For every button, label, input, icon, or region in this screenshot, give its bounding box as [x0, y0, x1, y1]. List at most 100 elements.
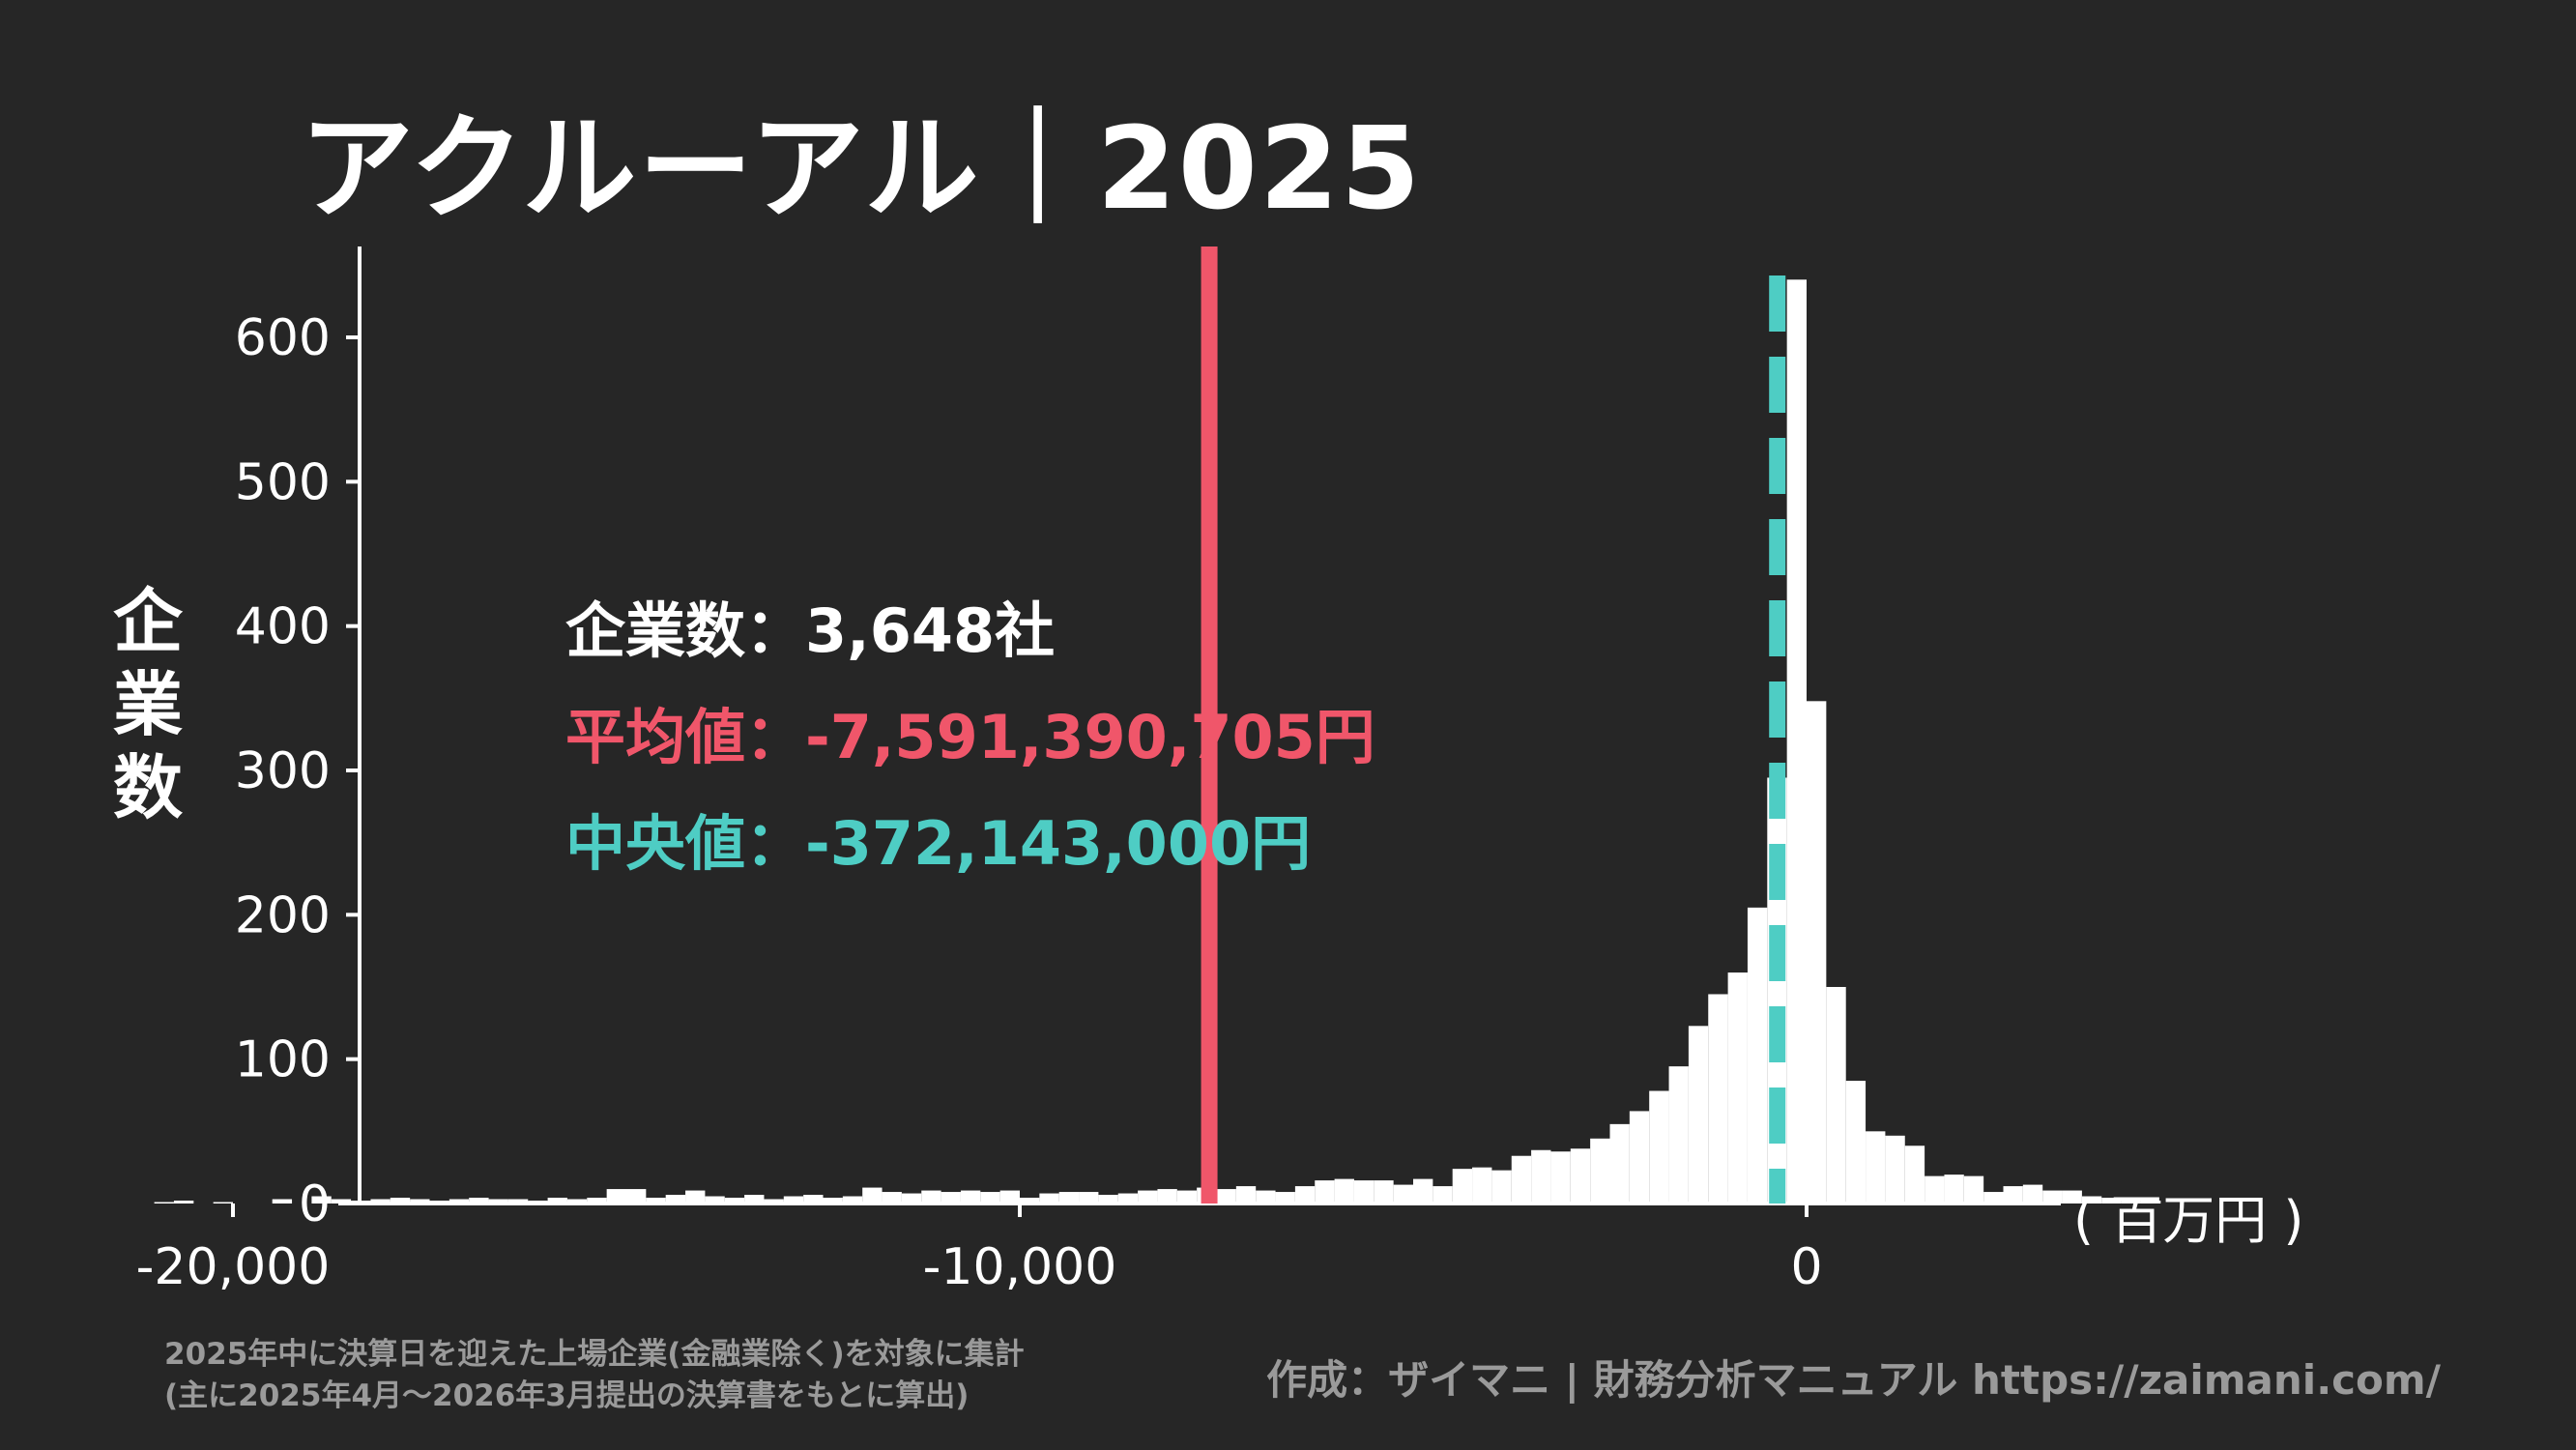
- histogram-bar: [547, 1198, 567, 1204]
- chart-title: アクルーアル｜2025: [300, 102, 1423, 235]
- histogram-bar: [1294, 1186, 1316, 1204]
- histogram-bar: [566, 1199, 588, 1204]
- histogram-bar: [2042, 1190, 2063, 1204]
- histogram-bar: [999, 1190, 1020, 1204]
- histogram-bar: [1963, 1175, 1984, 1204]
- footnote-line: 2025年中に決算日を迎えた上場企業(金融業除く)を対象に集計: [164, 1337, 1025, 1372]
- histogram-bar: [311, 1196, 332, 1204]
- y-axis-label: 企 業 数: [104, 580, 191, 829]
- histogram-bar: [1629, 1111, 1650, 1204]
- histogram-bar: [1826, 987, 1846, 1204]
- histogram-bar: [1275, 1192, 1295, 1204]
- histogram-bar: [960, 1190, 981, 1204]
- histogram-bar: [1020, 1198, 1040, 1204]
- histogram-bar: [1433, 1186, 1453, 1204]
- histogram-bar: [1472, 1167, 1492, 1204]
- histogram-bar: [1079, 1192, 1099, 1204]
- histogram-bar: [1315, 1180, 1335, 1204]
- histogram-bar: [842, 1196, 863, 1204]
- histogram-bar: [1688, 1026, 1709, 1204]
- histogram-bar: [744, 1195, 765, 1204]
- histogram-bar: [941, 1192, 961, 1204]
- histogram-bar: [1866, 1131, 1886, 1204]
- histogram-bar: [1570, 1148, 1591, 1204]
- histogram-bar: [724, 1198, 745, 1204]
- histogram-bar: [173, 1201, 194, 1204]
- histogram-bar: [2062, 1190, 2082, 1204]
- tick-labels: 0100200300400500600-30,000-20,000-10,000…: [136, 309, 1823, 1296]
- histogram-bar: [1904, 1146, 1925, 1204]
- histogram-bar: [1256, 1190, 1276, 1204]
- x-tick-label: -20,000: [136, 1238, 331, 1296]
- y-axis-label-char: 数: [112, 747, 183, 828]
- reference-lines: [1201, 246, 1786, 1204]
- histogram-bar: [1374, 1180, 1394, 1204]
- histogram-bar: [1334, 1178, 1354, 1204]
- histogram-bar: [803, 1195, 824, 1204]
- histogram-bar: [1216, 1189, 1236, 1204]
- histogram-bar: [154, 1202, 174, 1204]
- x-tick-label: 0: [1790, 1238, 1822, 1296]
- y-tick-label: 400: [235, 598, 331, 656]
- histogram-bar: [626, 1189, 647, 1204]
- histogram-bar: [1039, 1193, 1059, 1204]
- histogram-bar: [665, 1195, 686, 1204]
- histogram-bar: [213, 1202, 233, 1204]
- histogram-bar: [1708, 994, 1728, 1204]
- histogram-bar: [1807, 701, 1827, 1204]
- x-axis-unit-label: ( 百万円 ): [2073, 1190, 2304, 1251]
- histogram-bar: [2121, 1199, 2141, 1204]
- mean-stat: 平均値：-7,591,390,705円: [565, 702, 1375, 772]
- histogram-bar: [1098, 1195, 1118, 1204]
- histogram-bar: [921, 1190, 941, 1204]
- stats-panel: 企業数：3,648社 平均値：-7,591,390,705円 中央値：-372,…: [565, 578, 1375, 897]
- company-count-stat: 企業数：3,648社: [565, 595, 1056, 666]
- histogram-bar: [272, 1199, 293, 1204]
- histogram-bar: [1138, 1190, 1158, 1204]
- y-tick-label: 200: [235, 886, 331, 944]
- histogram-bar: [1452, 1169, 1473, 1204]
- histogram-bar: [606, 1189, 626, 1204]
- histogram-bar: [764, 1199, 784, 1204]
- histogram-bar: [1058, 1192, 1080, 1204]
- y-tick-label: 100: [235, 1031, 331, 1089]
- histogram-bar: [882, 1192, 902, 1204]
- histogram-bar: [2140, 1201, 2161, 1204]
- histogram-bar: [1786, 279, 1807, 1204]
- histogram-bar: [507, 1199, 529, 1204]
- y-tick-label: 500: [235, 453, 331, 511]
- median-stat: 中央値：-372,143,000円: [565, 808, 1312, 879]
- x-tick-label: -10,000: [923, 1238, 1117, 1296]
- histogram-bar: [1727, 972, 1748, 1204]
- histogram-bar: [1531, 1149, 1551, 1204]
- histogram-bar: [1235, 1186, 1257, 1204]
- histogram-bar: [823, 1198, 843, 1204]
- histogram-bar: [2101, 1198, 2122, 1204]
- histogram-bar: [1157, 1189, 1177, 1204]
- histogram-bar: [705, 1196, 725, 1204]
- histogram-bar: [980, 1192, 1000, 1204]
- histogram-bar: [2081, 1196, 2102, 1204]
- histogram-bar: [1393, 1184, 1413, 1204]
- histogram-bar: [1649, 1090, 1669, 1204]
- histogram-bars: [154, 279, 2161, 1204]
- y-tick-label: 0: [299, 1175, 331, 1233]
- histogram-bar: [2022, 1184, 2043, 1204]
- footnote-line: (主に2025年4月～2026年3月提出の決算書をもとに算出): [164, 1378, 970, 1413]
- histogram-bar: [469, 1198, 489, 1204]
- footnote: 2025年中に決算日を迎えた上場企業(金融業除く)を対象に集計 (主に2025年…: [164, 1334, 1025, 1417]
- histogram-bar: [1845, 1081, 1867, 1204]
- histogram-bar: [1353, 1180, 1375, 1204]
- histogram-bar: [449, 1199, 470, 1204]
- histogram-bar: [370, 1199, 391, 1204]
- histogram-bar: [1885, 1135, 1905, 1204]
- histogram-bar: [331, 1199, 352, 1204]
- histogram-bar: [1983, 1192, 2004, 1204]
- histogram-bar: [488, 1199, 508, 1204]
- histogram-bar: [1511, 1155, 1532, 1204]
- histogram-bar: [901, 1193, 922, 1204]
- histogram-bar: [2003, 1186, 2023, 1204]
- y-tick-label: 600: [235, 309, 331, 367]
- y-tick-label: 300: [235, 742, 331, 800]
